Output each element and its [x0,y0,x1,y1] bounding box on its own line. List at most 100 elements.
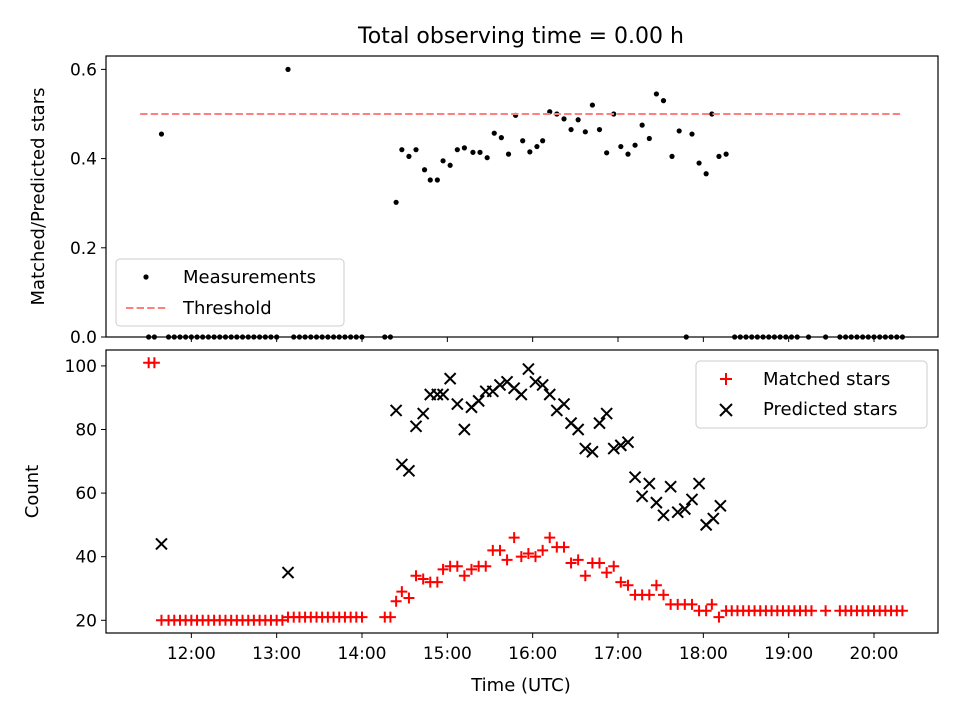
matched-stars-point [700,605,712,617]
predicted-stars-point [643,477,656,490]
top-panel: 0.0 0.2 0.4 0.6 Matched/Predicted stars Mea… [28,55,939,348]
predicted-stars-point [443,372,457,385]
x-tick-label: 15:00 [423,644,472,664]
matched-stars-point [356,611,368,623]
predicted-stars-point [707,512,720,525]
measurement-point [534,143,540,150]
predicted-stars-point [692,477,706,490]
predicted-stars-point [621,436,635,449]
predicted-stars-point [472,394,485,408]
predicted-stars-point [635,490,649,503]
predicted-stars-point [671,505,684,519]
y-tick-label: 40 [75,548,97,568]
legend-label-matched-stars: Matched stars [763,369,890,390]
legend-marker-measurements [143,274,149,280]
matched-stars-point [148,357,160,369]
measurement-point [461,145,467,151]
legend-marker-matched-stars [720,373,732,385]
measurement-point [696,160,702,166]
predicted-stars-point [664,480,677,493]
measurement-point [568,126,574,133]
predicted-stars-point [436,388,450,401]
matched-stars-point [384,611,396,623]
matched-stars-point [276,614,288,626]
bottom-legend-box [695,360,928,429]
measurement-point [561,116,567,122]
measurement-point [596,126,603,133]
x-tick-label: 14:00 [338,644,387,664]
measurement-point [575,117,581,123]
y-tick-label: 100 [65,357,97,377]
matched-stars-point [501,554,513,566]
predicted-stars-point [600,407,613,420]
matched-stars-point [565,557,577,569]
measurement-point [527,149,533,155]
predicted-stars-point [522,362,535,376]
predicted-stars-point [451,397,464,411]
measurement-point [413,147,419,153]
predicted-stars-point [155,537,168,551]
measurement-point [498,135,504,141]
top-axes-frame [105,55,939,338]
matched-stars-point [593,557,605,569]
y-tick-label: 0.0 [70,328,97,348]
matched-stars-point [537,544,549,556]
bottom-y-axis-label: Count [22,465,43,518]
predicted-stars-point [685,493,699,506]
matched-stars-point [417,573,429,585]
predicted-stars-point [389,404,403,417]
y-tick-label: 0.4 [70,150,97,170]
top-y-axis-label: Matched/Predicted stars [28,88,49,306]
bottom-axes-frame [105,349,939,634]
predicted-stars-point [536,378,549,392]
matched-stars-point [522,548,534,560]
measurement-point [582,129,588,135]
predicted-stars-point [409,420,423,433]
legend-marker-predicted-stars [719,403,733,417]
measurement-point [639,122,645,128]
matched-stars-point [437,563,449,575]
x-tick-label: 18:00 [679,644,728,664]
matched-stars-point [820,605,832,617]
matched-stars-point [451,560,463,572]
measurement-point [653,91,660,97]
x-tick-label: 16:00 [508,644,557,664]
matched-stars-point [403,592,415,604]
measurement-point [158,131,165,137]
matched-stars-point [390,595,402,607]
matched-stars-point [706,598,718,610]
matched-stars-point [494,544,506,556]
measurement-point [632,142,638,148]
measurement-point [434,177,440,183]
measurement-point [646,135,652,142]
y-tick-label: 0.2 [70,239,97,259]
matched-stars-point [558,541,570,553]
bottom-panel: 20 40 60 80 100 12:00 13:00 14:00 15:00 16:00 17:0… [22,349,939,696]
measurement-point [723,151,729,157]
figure-title: Total observing time = 0.00 h [357,24,684,49]
matched-stars-point [529,551,541,563]
predicted-stars-point [571,423,585,436]
measurement-point [589,102,596,108]
y-tick-label: 20 [75,611,97,631]
predicted-stars-point [678,502,692,516]
measurement-point [689,131,695,137]
matched-stars-point [686,598,698,610]
measurement-point [625,151,631,157]
matched-stars-point [622,579,634,591]
predicted-stars-point [529,375,542,389]
y-tick-label: 60 [75,484,97,504]
predicted-stars-point [579,442,592,455]
matched-stars-point [410,570,422,582]
measurement-point [454,147,460,153]
predicted-stars-point [493,378,507,392]
matched-stars-point [396,586,408,598]
matched-stars-point [805,605,817,617]
measurement-point [421,167,428,173]
x-tick-label: 13:00 [252,644,301,664]
matched-stars-point [650,579,662,591]
predicted-stars-point [593,416,606,430]
legend-label-predicted-stars: Predicted stars [763,399,897,420]
predicted-stars-point [402,464,416,478]
